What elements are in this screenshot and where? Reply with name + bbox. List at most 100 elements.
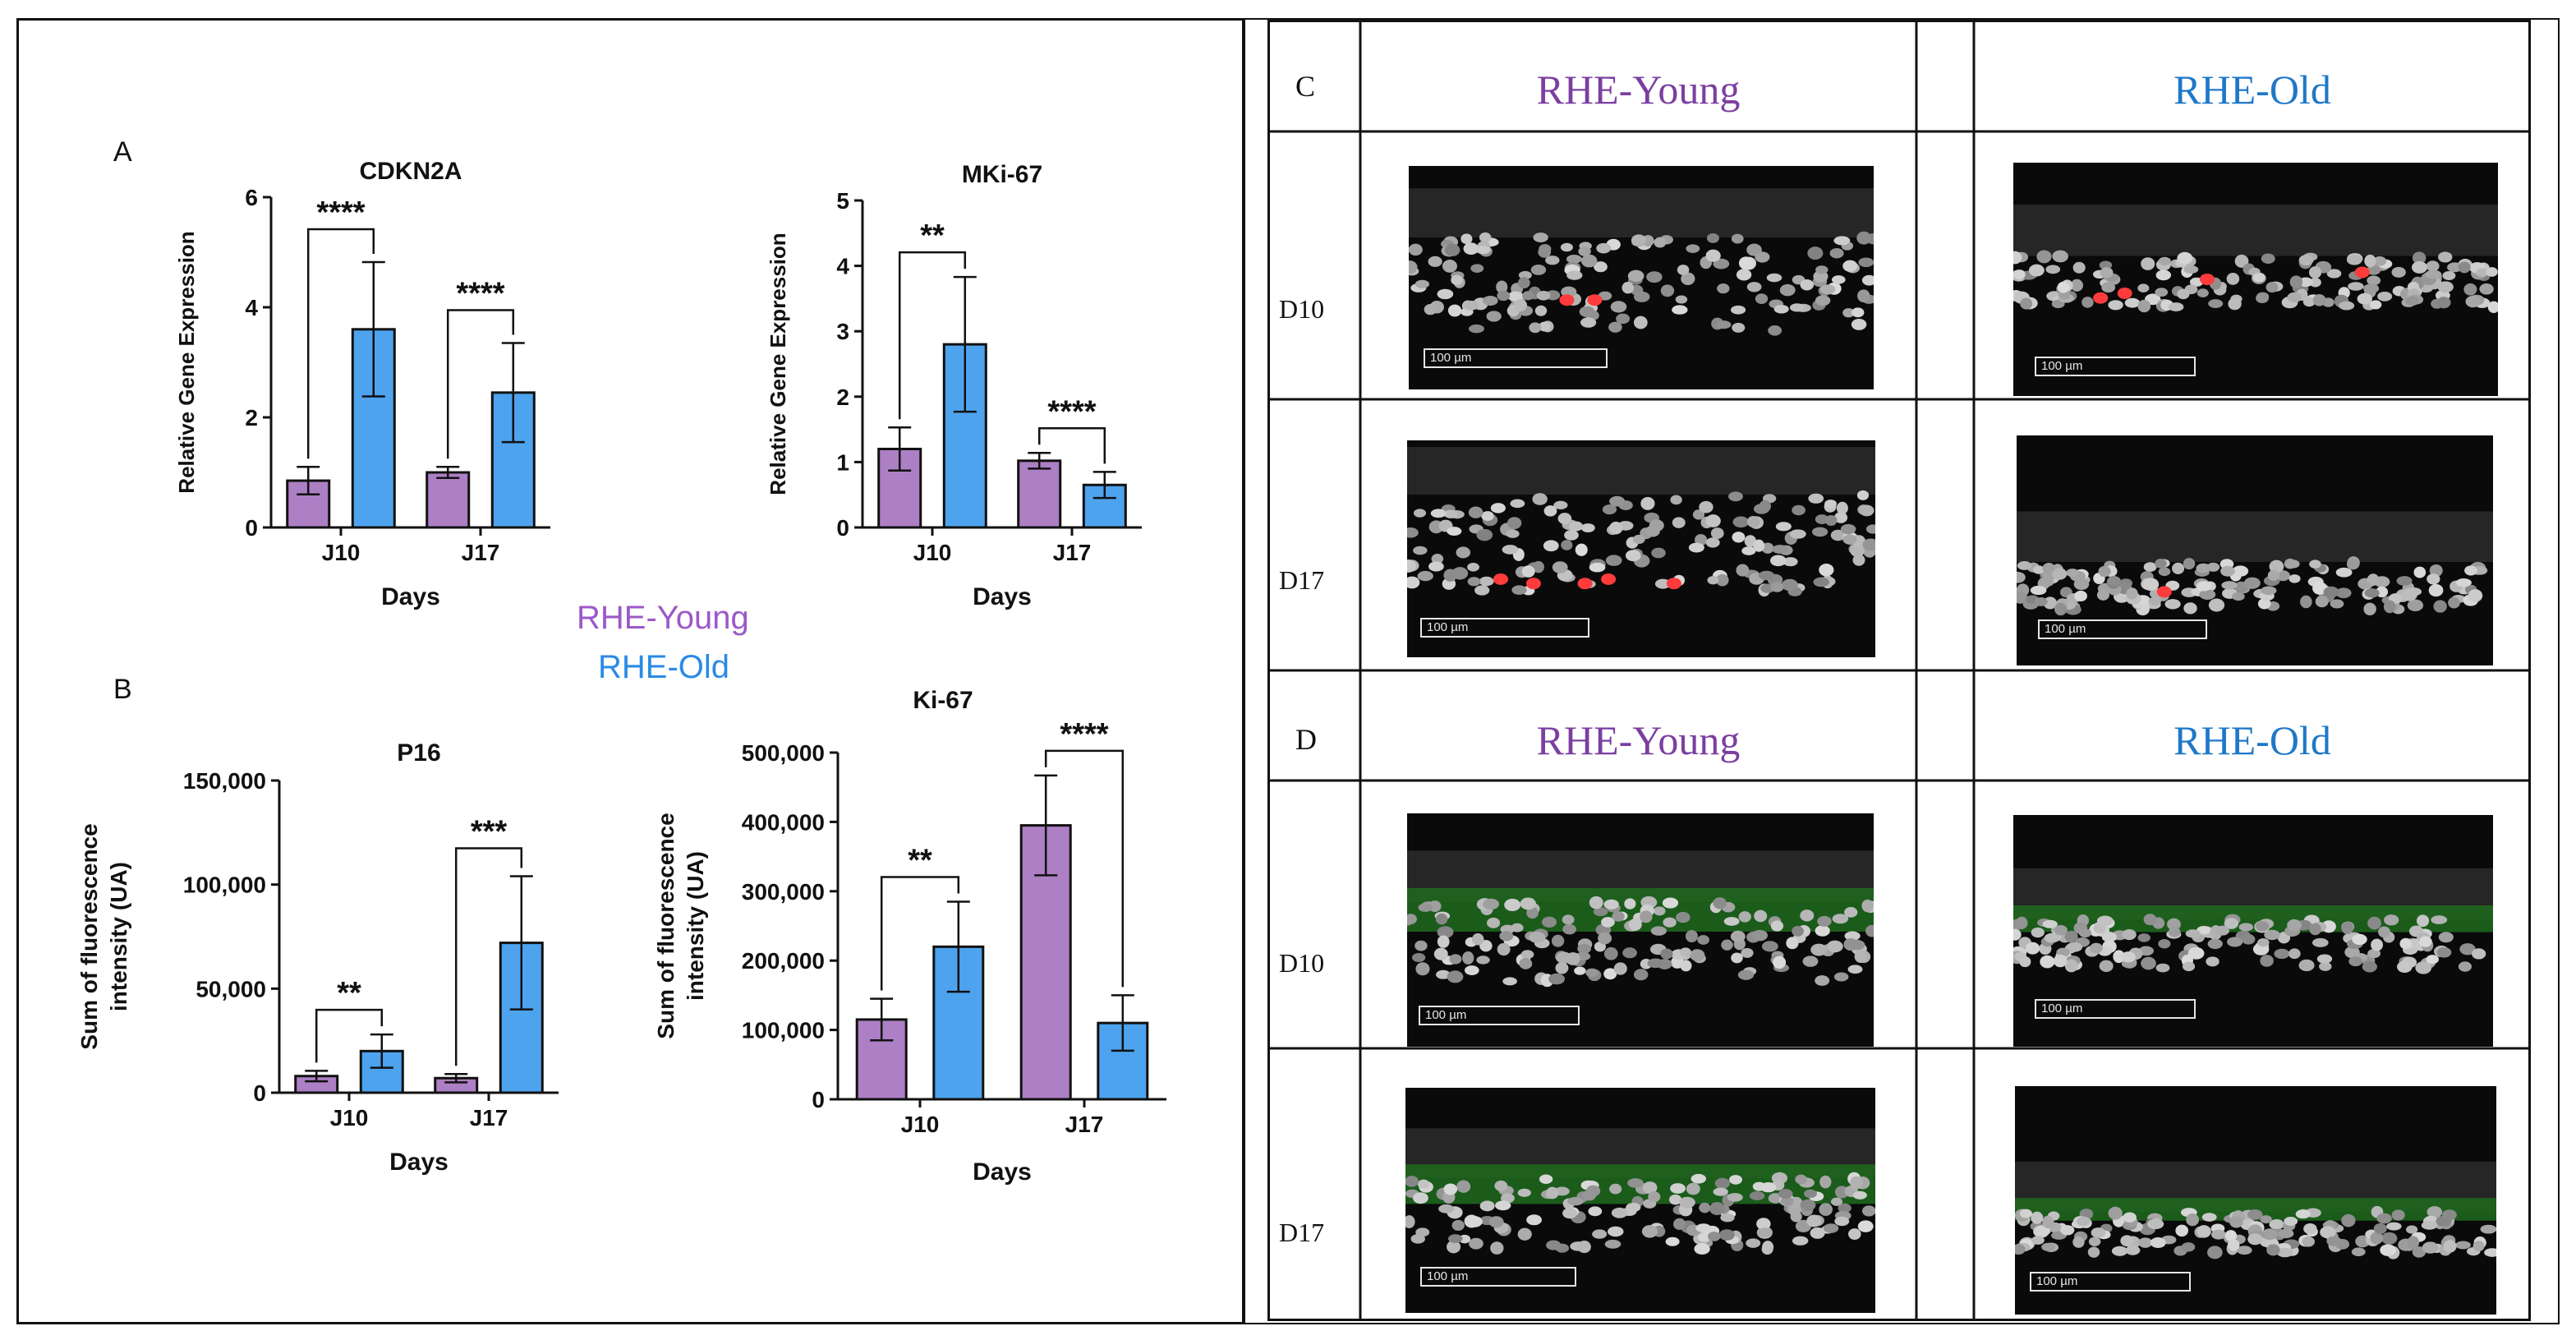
nucleus — [1519, 958, 1533, 969]
nucleus — [1792, 504, 1806, 516]
nucleus — [1622, 947, 1637, 959]
nucleus — [2041, 1242, 2055, 1251]
nucleus — [1447, 1234, 1463, 1244]
nucleus — [1466, 1216, 1483, 1227]
nucleus — [2052, 568, 2068, 580]
nucleus — [1428, 256, 1442, 267]
nucleus — [1823, 1223, 1839, 1233]
nucleus — [1603, 899, 1619, 909]
nucleus — [2013, 928, 2022, 941]
nucleus — [2377, 291, 2393, 302]
nucleus — [1468, 506, 1484, 518]
nucleus — [1773, 955, 1787, 969]
nucleus — [1813, 577, 1829, 587]
nucleus — [2396, 576, 2413, 586]
positive-nucleus — [1577, 578, 1593, 590]
nucleus — [1562, 914, 1575, 925]
nucleus — [1856, 490, 1870, 500]
nucleus — [1447, 1240, 1461, 1254]
nucleus — [1768, 325, 1782, 336]
nucleus — [1592, 1229, 1608, 1239]
nucleus — [1451, 1219, 1465, 1232]
micrograph-c-young-d10 — [1409, 166, 1874, 389]
nucleus — [1852, 554, 1865, 566]
nucleus — [1460, 233, 1473, 245]
nucleus — [1574, 966, 1586, 975]
nucleus — [2070, 279, 2083, 292]
nucleus — [1716, 573, 1729, 587]
nucleus — [1854, 950, 1867, 963]
nucleus — [2224, 918, 2239, 929]
nucleus — [1800, 279, 1815, 291]
nucleus — [1847, 965, 1863, 974]
nucleus — [2441, 1209, 2457, 1221]
panel-label-c: C — [1295, 70, 1316, 103]
nucleus — [1781, 578, 1798, 592]
nucleus — [2220, 565, 2235, 577]
nucleus — [1486, 311, 1502, 322]
row-label-c-d10: D10 — [1279, 294, 1325, 324]
nucleus — [1482, 296, 1498, 306]
nucleus — [1736, 269, 1752, 281]
nucleus — [1443, 1183, 1458, 1195]
nucleus — [1546, 1240, 1562, 1250]
nucleus — [1760, 1182, 1777, 1193]
nucleus — [2124, 297, 2141, 308]
nucleus — [2316, 954, 2333, 964]
nucleus — [2319, 961, 2332, 971]
nucleus — [2042, 919, 2058, 928]
nucleus — [2196, 288, 2209, 297]
nucleus — [1694, 1243, 1710, 1255]
nucleus — [1746, 516, 1760, 528]
nucleus — [1717, 283, 1730, 294]
nucleus — [2298, 277, 2313, 288]
nucleus — [2125, 1245, 2141, 1255]
chart-title: P16 — [397, 739, 440, 767]
nucleus — [1766, 273, 1782, 283]
nucleus — [2155, 559, 2167, 569]
nucleus — [1815, 975, 1830, 986]
nucleus — [2182, 961, 2196, 972]
nucleus — [1670, 495, 1682, 505]
nucleus — [1769, 555, 1787, 567]
nucleus — [2031, 1211, 2044, 1224]
nucleus — [2098, 565, 2111, 578]
nucleus — [1585, 968, 1598, 978]
nucleus — [2464, 565, 2477, 576]
nucleus — [1865, 524, 1875, 534]
nucleus — [1536, 290, 1551, 301]
nucleus — [1844, 931, 1861, 941]
nucleus — [2257, 938, 2270, 947]
nucleus — [2367, 949, 2381, 959]
nucleus — [1831, 1197, 1843, 1206]
nucleus — [1449, 954, 1462, 965]
nucleus — [2073, 578, 2090, 591]
nucleus — [1699, 1202, 1711, 1213]
nucleus — [1762, 1241, 1774, 1254]
nucleus — [1612, 911, 1625, 922]
nucleus — [1577, 1241, 1591, 1254]
x-axis-label: Days — [381, 583, 440, 610]
nucleus — [1697, 935, 1710, 945]
nucleus — [1407, 559, 1416, 573]
nucleus — [2183, 602, 2197, 615]
nucleus — [1795, 1174, 1807, 1185]
nucleus — [1589, 896, 1603, 909]
nucleus — [1511, 923, 1524, 932]
nucleus — [2126, 587, 2138, 600]
nucleus — [2034, 597, 2048, 606]
nucleus — [2458, 261, 2471, 274]
nucleus — [2211, 1229, 2226, 1240]
nucleus — [2370, 1232, 2384, 1245]
nucleus — [2407, 599, 2424, 612]
nucleus — [2164, 599, 2181, 610]
nucleus — [2054, 924, 2068, 936]
nucleus — [1517, 1227, 1532, 1241]
nucleus — [2226, 272, 2240, 285]
nucleus — [2321, 920, 2336, 933]
nucleus — [2066, 942, 2083, 952]
nucleus — [1481, 511, 1494, 521]
nucleus — [1552, 561, 1568, 573]
nucleus — [2072, 1236, 2085, 1248]
nucleus — [2158, 256, 2171, 265]
